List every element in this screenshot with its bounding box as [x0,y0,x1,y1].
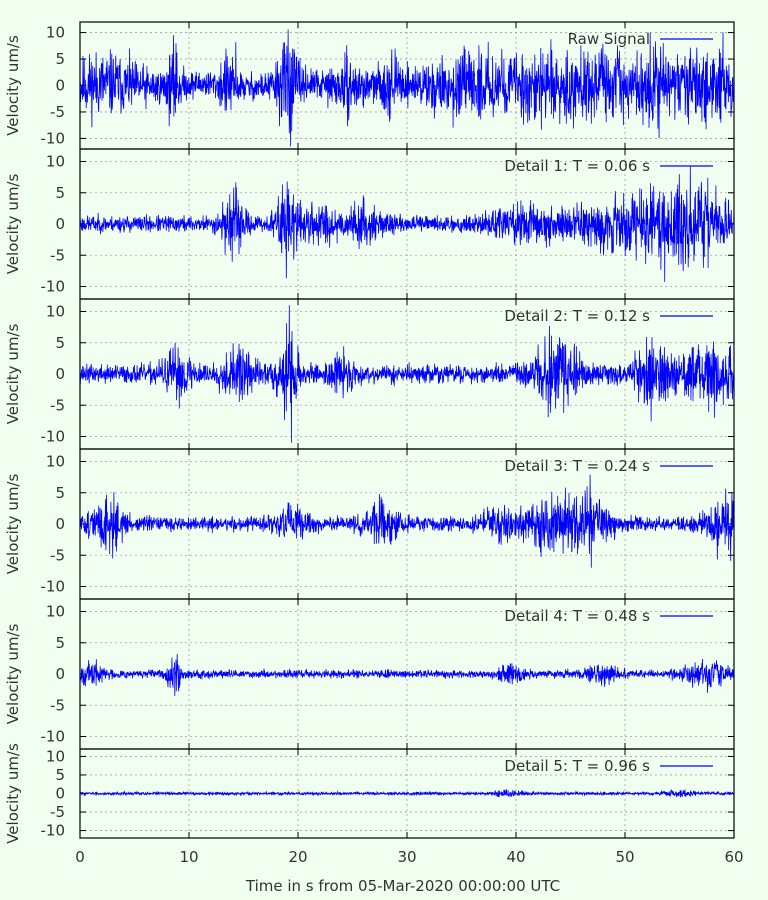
legend-label: Detail 2: T = 0.12 s [504,307,650,325]
y-tick-label: -10 [41,822,66,840]
panel-5: -10 -5 0 5 10 Velocity um/s Detail 4: T = 0.48… [4,598,735,750]
y-tick-label: 5 [55,50,65,68]
legend-label: Detail 4: T = 0.48 s [504,607,650,625]
y-tick-label: 10 [46,747,65,765]
y-tick-label: -10 [41,728,66,746]
y-axis-label: Velocity um/s [4,743,22,844]
y-tick-label: 0 [55,785,65,803]
y-tick-label: 5 [55,766,65,784]
x-tick-label: 20 [288,848,307,866]
x-axis-label: Time in s from 05-Mar-2020 00:00:00 UTC [245,877,560,895]
y-tick-label: -5 [50,803,65,821]
panel-2-trace [79,165,735,282]
panel-1-trace [79,29,735,147]
y-tick-label: -5 [50,696,65,714]
x-tick-label: 60 [724,848,743,866]
panel-5-trace [79,653,735,697]
x-tick-labels: 0 10 20 30 40 50 60 [75,848,743,866]
y-tick-label: 0 [55,215,65,233]
panel-6-frame [79,748,735,839]
y-tick-label: -10 [41,578,66,596]
panel-6-trace [79,789,735,798]
y-tick-label: -10 [41,428,66,446]
y-tick-label: -5 [50,103,65,121]
legend-label: Detail 5: T = 0.96 s [504,757,650,775]
y-tick-label: 10 [46,24,65,42]
y-tick-label: 0 [55,665,65,683]
legend-label: Detail 1: T = 0.06 s [504,157,650,175]
y-tick-label: -5 [50,546,65,564]
y-tick-label: 5 [55,634,65,652]
y-axis-label: Velocity um/s [4,35,22,136]
y-tick-label: 5 [55,334,65,352]
panel-1: -10 -5 0 5 10 Velocity um/s Raw Signal [4,21,735,150]
panel-3: -10 -5 0 5 10 Velocity um/s Detail 2: T = 0.12… [4,298,735,450]
y-tick-label: -10 [41,129,66,147]
y-tick-label: -5 [50,396,65,414]
y-tick-label: -5 [50,246,65,264]
panel-2: -10 -5 0 5 10 Velocity um/s Detail 1: T = 0.06… [4,148,735,300]
legend-label: Detail 3: T = 0.24 s [504,457,650,475]
x-tick-label: 40 [506,848,525,866]
x-tick-label: 50 [615,848,634,866]
panel-3-trace [79,305,735,443]
y-tick-label: 5 [55,484,65,502]
legend-label: Raw Signal [568,30,650,48]
y-tick-label: 10 [46,303,65,321]
y-tick-label: 5 [55,184,65,202]
y-axis-label: Velocity um/s [4,474,22,575]
x-tick-label: 30 [397,848,416,866]
y-tick-label: 10 [46,603,65,621]
panel-4-trace [79,474,735,568]
y-axis-label: Velocity um/s [4,324,22,425]
y-tick-label: 10 [46,453,65,471]
y-tick-label: 0 [55,515,65,533]
x-tick-label: 10 [179,848,198,866]
x-tick-label: 0 [75,848,85,866]
y-tick-label: -10 [41,278,66,296]
y-axis-label: Velocity um/s [4,174,22,275]
y-tick-label: 0 [55,365,65,383]
y-axis-label: Velocity um/s [4,624,22,725]
y-tick-label: 0 [55,77,65,95]
y-tick-label: 10 [46,153,65,171]
